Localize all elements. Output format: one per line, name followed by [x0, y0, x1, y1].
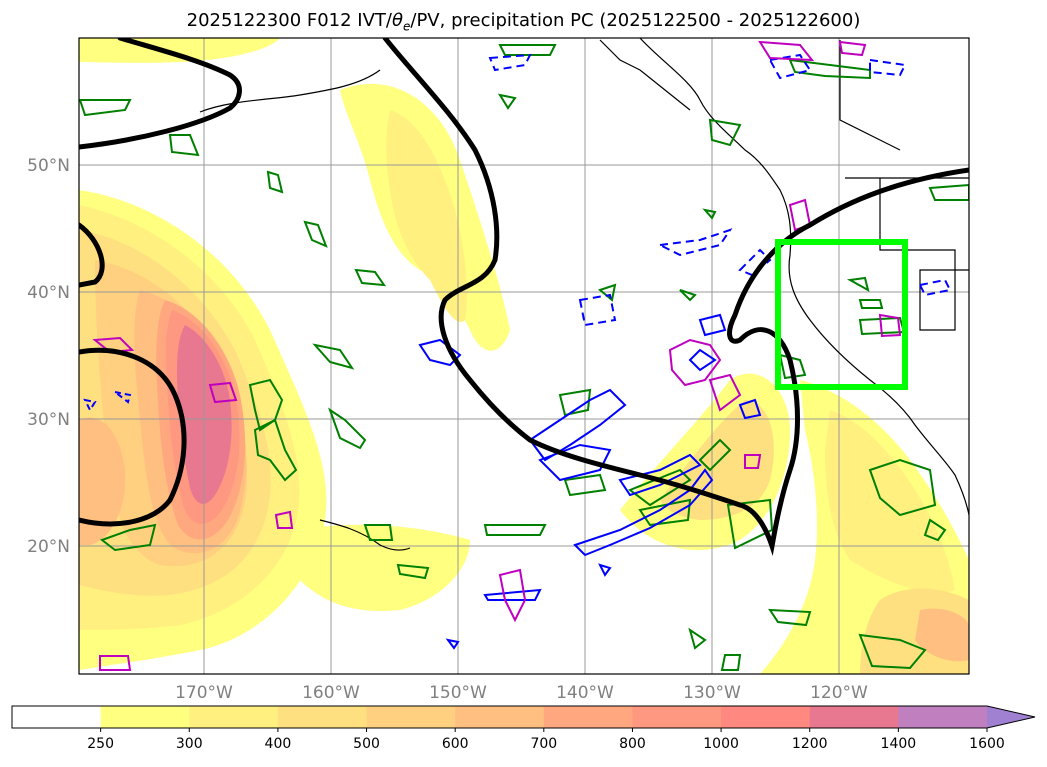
colorbar-segment — [100, 706, 190, 728]
lat-label-20: 20°N — [27, 537, 70, 557]
colorbar-tick-label: 700 — [530, 736, 557, 752]
highlight-box — [775, 239, 908, 390]
colorbar-segment — [898, 706, 988, 728]
lon-label-170: 170°W — [175, 683, 233, 703]
colorbar-tick-label: 1000 — [703, 736, 739, 752]
colorbar-segment — [366, 706, 456, 728]
title-theta: θ — [391, 10, 403, 31]
colorbar-segments — [12, 706, 1035, 728]
colorbar-tick-label: 500 — [353, 736, 380, 752]
magenta-contours — [92, 40, 902, 671]
longitude-labels: 170°W 160°W 150°W 140°W 130°W 120°W — [175, 683, 868, 703]
lon-label-160: 160°W — [302, 683, 360, 703]
title-prefix: 2025122300 F012 IVT/ — [186, 10, 392, 31]
title-theta-subscript: e — [403, 19, 411, 34]
colorbar-segment — [721, 706, 811, 728]
colorbar-tick-label: 600 — [442, 736, 469, 752]
colorbar-segment — [277, 706, 368, 728]
colorbar-segment — [189, 706, 279, 728]
lon-label-130: 130°W — [683, 683, 741, 703]
title-suffix: /PV, precipitation PC (2025122500 - 2025… — [410, 10, 861, 31]
lat-label-40: 40°N — [27, 283, 70, 303]
lon-label-150: 150°W — [429, 683, 487, 703]
latitude-labels: 50°N 40°N 30°N 20°N — [27, 156, 70, 557]
colorbar-extension — [987, 706, 1035, 728]
colorbar: 250 300 400 500 600 700 800 1000 1200 1400 1600 — [11, 705, 1036, 752]
colorbar-segment — [455, 706, 545, 728]
lat-label-50: 50°N — [27, 156, 70, 176]
map-frame — [78, 37, 970, 675]
lon-label-120: 120°W — [810, 683, 868, 703]
map-area — [79, 38, 969, 674]
colorbar-segment — [12, 706, 102, 728]
colorbar-tick-label: 1200 — [792, 736, 828, 752]
colorbar-tick-label: 250 — [87, 736, 114, 752]
colorbar-tick-label: 1400 — [881, 736, 917, 752]
colorbar-segment — [543, 706, 633, 728]
colorbar-outline — [11, 705, 1036, 729]
theta-e-contours — [79, 44, 969, 671]
colorbar-tick-label: 300 — [176, 736, 203, 752]
lat-label-30: 30°N — [27, 410, 70, 430]
pv-contour — [79, 38, 969, 556]
colorbar-tick-label: 400 — [265, 736, 292, 752]
colorbar-segment — [632, 706, 722, 728]
map-title: 2025122300 F012 IVT/θe/PV, precipitation… — [0, 10, 1047, 34]
colorbar-ticks: 250 300 400 500 600 700 800 1000 1200 1400 1600 — [87, 728, 1005, 752]
colorbar-segment — [809, 706, 899, 728]
colorbar-tick-label: 1600 — [969, 736, 1005, 752]
lon-label-140: 140°W — [556, 683, 614, 703]
colorbar-tick-label: 800 — [619, 736, 646, 752]
